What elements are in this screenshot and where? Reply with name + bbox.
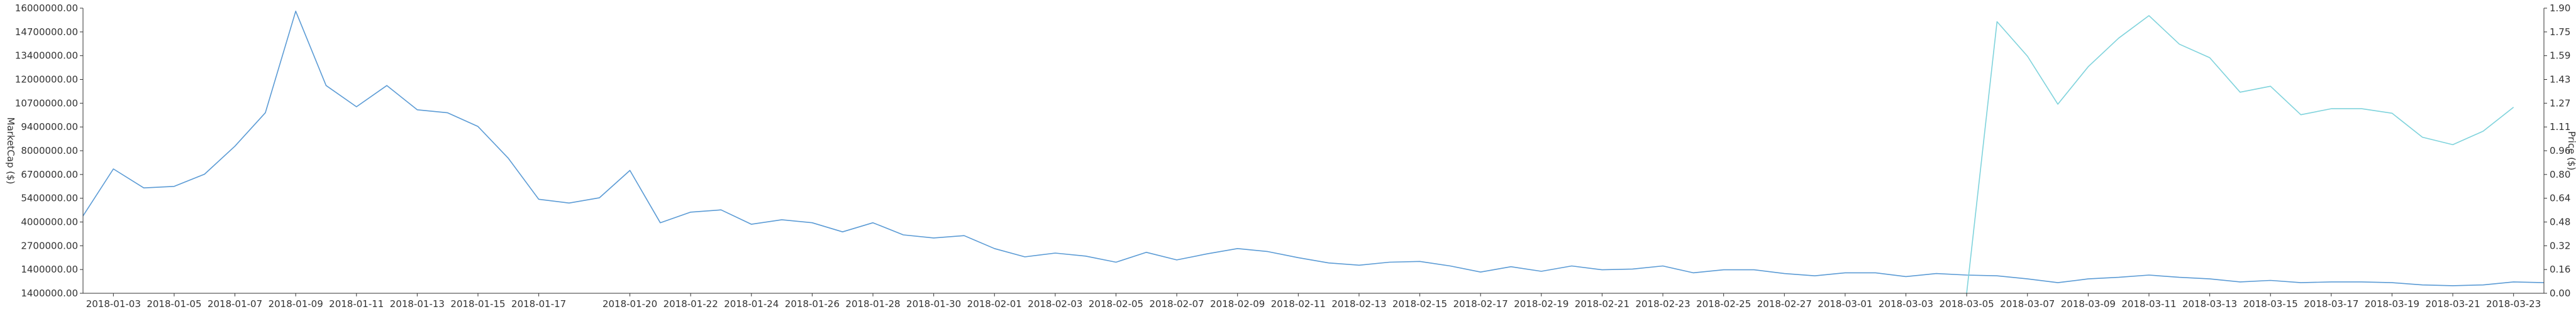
y-left-tick-label: 13400000.00 xyxy=(15,50,78,62)
y-right-tick-label: 1.59 xyxy=(2550,50,2570,62)
x-tick-label: 2018-01-28 xyxy=(845,298,900,310)
y-left-tick-label: 6700000.00 xyxy=(21,169,78,180)
x-tick-label: 2018-02-01 xyxy=(967,298,1022,310)
x-tick-label: 2018-02-19 xyxy=(1514,298,1568,310)
y-right-tick-label: 1.75 xyxy=(2550,26,2570,38)
x-tick-label: 2018-02-17 xyxy=(1453,298,1508,310)
y-axis-left: 1400000.00 1400000.00 2700000.00 4000000.00… xyxy=(15,3,84,299)
x-tick-label: 2018-02-15 xyxy=(1392,298,1447,310)
x-tick-label: 2018-01-20 xyxy=(602,298,657,310)
x-tick-label: 2018-01-09 xyxy=(269,298,323,310)
y-axis-right: 0.00 0.16 0.32 0.48 0.64 0.80 0.96 1.11 1.27 1.43… xyxy=(2543,3,2570,299)
y-axis-left-title: MarketCap ($) xyxy=(5,117,16,185)
x-tick-label: 2018-01-30 xyxy=(906,298,961,310)
y-right-tick-label: 1.43 xyxy=(2550,74,2570,85)
x-tick-label: 2018-02-13 xyxy=(1331,298,1386,310)
x-tick-label: 2018-02-07 xyxy=(1150,298,1204,310)
x-tick-label: 2018-03-05 xyxy=(1940,298,1994,310)
x-tick-label: 2018-01-05 xyxy=(147,298,201,310)
x-tick-label: 2018-01-03 xyxy=(86,298,141,310)
marketcap-series-line xyxy=(82,11,2545,286)
x-tick-label: 2018-02-25 xyxy=(1696,298,1751,310)
x-tick-label: 2018-02-09 xyxy=(1210,298,1265,310)
y-left-tick-label: 2700000.00 xyxy=(21,240,78,251)
x-tick-label: 2018-03-01 xyxy=(1818,298,1872,310)
y-left-tick-label: 12000000.00 xyxy=(15,74,78,85)
y-right-tick-label: 0.16 xyxy=(2550,264,2570,275)
price-series-line xyxy=(1966,15,2514,294)
x-tick-label: 2018-01-11 xyxy=(329,298,384,310)
x-axis: 2018-01-03 2018-01-05 2018-01-07 2018-01-09… xyxy=(83,293,2544,310)
y-right-tick-label: 0.80 xyxy=(2550,169,2570,180)
x-tick-label: 2018-01-17 xyxy=(511,298,566,310)
y-right-tick-label: 1.27 xyxy=(2550,97,2570,109)
x-tick-label: 2018-02-27 xyxy=(1757,298,1812,310)
plot-area xyxy=(82,11,2545,294)
y-left-tick-label: 5400000.00 xyxy=(21,193,78,204)
x-tick-label: 2018-01-26 xyxy=(785,298,840,310)
x-tick-label: 2018-03-15 xyxy=(2243,298,2298,310)
x-tick-label: 2018-01-07 xyxy=(208,298,262,310)
x-tick-label: 2018-02-23 xyxy=(1635,298,1690,310)
y-right-tick-label: 0.96 xyxy=(2550,145,2570,156)
x-tick-label: 2018-02-21 xyxy=(1575,298,1629,310)
y-left-tick-label: 10700000.00 xyxy=(15,97,78,109)
x-tick-label: 2018-01-24 xyxy=(724,298,779,310)
y-left-tick-label: 1400000.00 xyxy=(21,288,78,299)
y-right-tick-label: 0.32 xyxy=(2550,240,2570,251)
y-right-tick-label: 0.64 xyxy=(2550,193,2570,204)
y-left-tick-label: 9400000.00 xyxy=(21,121,78,133)
x-tick-label: 2018-02-05 xyxy=(1089,298,1143,310)
y-left-tick-label: 1400000.00 xyxy=(21,264,78,275)
x-tick-label: 2018-02-11 xyxy=(1271,298,1326,310)
x-tick-label: 2018-03-23 xyxy=(2486,298,2541,310)
x-tick-label: 2018-02-03 xyxy=(1028,298,1082,310)
y-right-tick-label: 1.90 xyxy=(2550,3,2570,14)
x-tick-label: 2018-03-21 xyxy=(2425,298,2480,310)
y-right-tick-label: 1.11 xyxy=(2550,121,2570,133)
x-tick-label: 2018-03-09 xyxy=(2061,298,2116,310)
x-tick-label: 2018-03-17 xyxy=(2304,298,2358,310)
x-tick-label: 2018-03-11 xyxy=(2121,298,2176,310)
y-left-tick-label: 8000000.00 xyxy=(21,145,78,156)
x-tick-label: 2018-03-13 xyxy=(2182,298,2237,310)
y-left-tick-label: 16000000.00 xyxy=(15,3,78,14)
x-tick-label: 2018-01-15 xyxy=(450,298,505,310)
x-tick-label: 2018-03-07 xyxy=(2000,298,2055,310)
x-tick-label: 2018-01-13 xyxy=(390,298,445,310)
x-tick-label: 2018-01-22 xyxy=(663,298,718,310)
y-right-tick-label: 0.48 xyxy=(2550,217,2570,228)
y-left-tick-label: 4000000.00 xyxy=(21,217,78,228)
y-axis-right-title: Price ($) xyxy=(2566,131,2576,171)
y-right-tick-label: 0.00 xyxy=(2550,288,2570,299)
x-tick-label: 2018-03-19 xyxy=(2365,298,2419,310)
y-left-tick-label: 14700000.00 xyxy=(15,26,78,38)
x-tick-label: 2018-03-03 xyxy=(1879,298,1933,310)
